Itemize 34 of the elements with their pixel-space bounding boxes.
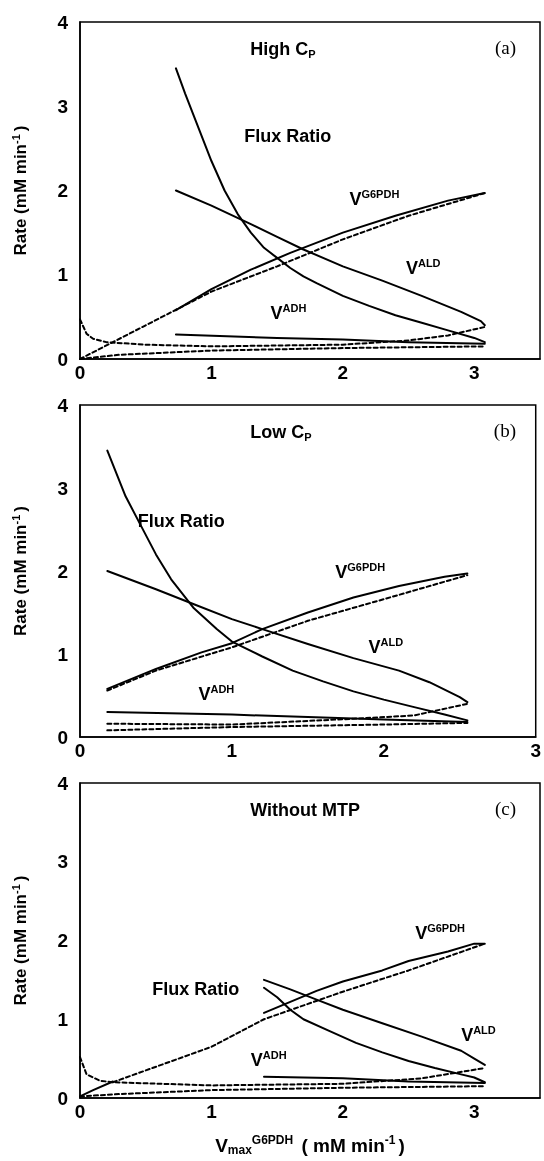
y-axis-title: Rate (mM min-1): [9, 875, 30, 1006]
x-tick-label: 1: [206, 1101, 218, 1122]
annotation: (b): [493, 420, 516, 442]
x-tick-label: 3: [469, 1101, 480, 1122]
x-tick-label: 0: [74, 362, 86, 383]
x-tick-label: 2: [337, 1101, 349, 1122]
y-tick-label: 3: [57, 95, 68, 117]
y-axis-title: Rate (mM min-1): [9, 125, 30, 256]
y-tick-label: 4: [57, 394, 69, 416]
y-tick-label: 3: [57, 477, 68, 499]
y-tick-label: 1: [57, 643, 69, 665]
y-tick-label: 2: [57, 930, 68, 951]
x-tick-label: 0: [74, 740, 86, 761]
x-tick-label: 1: [226, 740, 238, 761]
y-tick-label: 2: [57, 180, 68, 201]
annotation: (a): [494, 37, 517, 59]
annotation: Flux Ratio: [244, 125, 332, 146]
annotation: Flux Ratio: [152, 979, 240, 1000]
x-tick-label: 3: [530, 740, 542, 761]
text: Without MTP: [250, 800, 361, 820]
y-axis-title: Rate (mM min-1): [9, 506, 30, 636]
y-tick-label: 2: [57, 560, 68, 582]
x-tick-label: 3: [469, 362, 480, 383]
x-tick-label: 1: [206, 362, 218, 383]
x-tick-label: 2: [337, 362, 349, 383]
y-tick-label: 1: [57, 264, 69, 286]
annotation: Flux Ratio: [137, 511, 225, 532]
x-tick-label: 2: [378, 740, 390, 761]
x-tick-label: 0: [74, 1101, 86, 1122]
y-tick-label: 3: [57, 851, 68, 873]
y-tick-label: 4: [57, 11, 69, 33]
annotation: (c): [494, 798, 517, 820]
y-tick-label: 4: [57, 772, 69, 794]
y-tick-label: 1: [57, 1008, 69, 1030]
